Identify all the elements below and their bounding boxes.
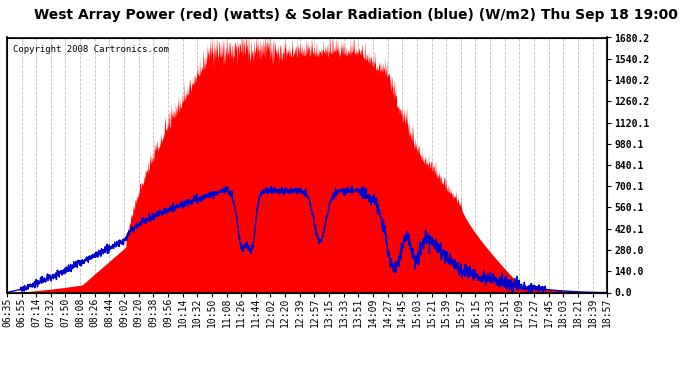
Text: Copyright 2008 Cartronics.com: Copyright 2008 Cartronics.com [13, 45, 169, 54]
Text: West Array Power (red) (watts) & Solar Radiation (blue) (W/m2) Thu Sep 18 19:00: West Array Power (red) (watts) & Solar R… [34, 8, 678, 21]
